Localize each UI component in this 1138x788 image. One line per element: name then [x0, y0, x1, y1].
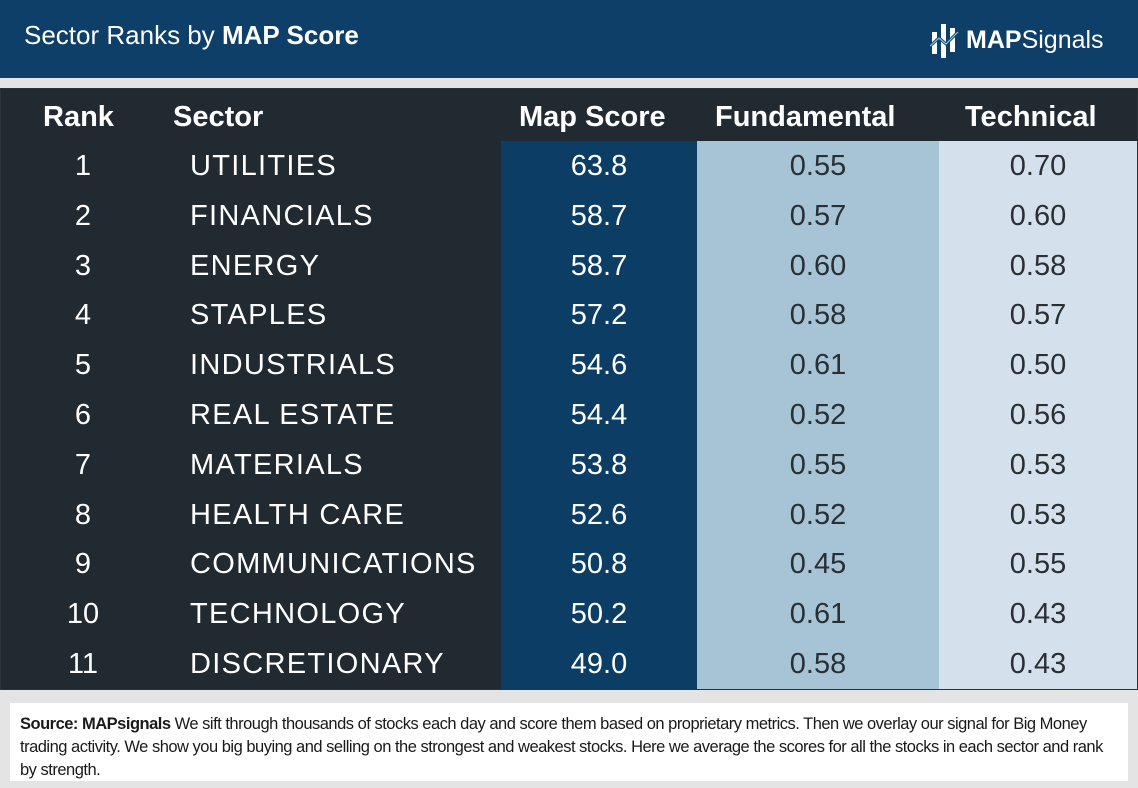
- technical-cell: 0.56: [1009, 398, 1067, 431]
- table-row: 2 FINANCIALS 58.7 0.57 0.60: [1, 191, 1137, 241]
- technical-cell: 0.57: [1009, 299, 1067, 332]
- header-bar: Sector Ranks by MAP Score MAPSignals: [0, 0, 1138, 78]
- technical-cell: 0.50: [1009, 349, 1067, 382]
- sector-cell: COMMUNICATIONS: [190, 548, 477, 581]
- table-body: 1 UTILITIES 63.8 0.55 0.70 2 FINANCIALS …: [1, 141, 1137, 689]
- map-score-cell: 54.4: [570, 398, 628, 431]
- map-signals-logo-icon: [930, 24, 960, 58]
- source-text: We sift through thousands of stocks each…: [20, 715, 1103, 779]
- rank-cell: 7: [74, 448, 92, 481]
- map-score-cell: 58.7: [570, 199, 628, 232]
- sector-cell: FINANCIALS: [190, 199, 374, 232]
- map-score-cell: 50.2: [570, 598, 628, 631]
- table-row: 9 COMMUNICATIONS 50.8 0.45 0.55: [1, 539, 1137, 589]
- sector-cell: UTILITIES: [190, 150, 338, 182]
- fundamental-cell: 0.45: [789, 548, 847, 581]
- sector-cell: HEALTH CARE: [190, 498, 406, 531]
- header-technical: Technical: [965, 101, 1097, 133]
- title-prefix: Sector Ranks by: [24, 20, 222, 50]
- map-score-cell: 57.2: [570, 299, 628, 332]
- technical-cell: 0.70: [1009, 150, 1067, 182]
- logo-text-rest: Signals: [1021, 25, 1104, 54]
- technical-cell: 0.60: [1009, 199, 1067, 232]
- header-rank: Rank: [43, 101, 114, 133]
- technical-cell: 0.53: [1009, 498, 1067, 531]
- table-row: 1 UTILITIES 63.8 0.55 0.70: [1, 141, 1137, 191]
- sector-cell: INDUSTRIALS: [190, 349, 397, 382]
- rank-cell: 2: [74, 199, 92, 232]
- map-score-cell: 52.6: [570, 498, 628, 531]
- sector-ranks-table: Rank Sector Map Score Fundamental Techni…: [0, 88, 1138, 690]
- technical-cell: 0.55: [1009, 548, 1067, 581]
- technical-cell: 0.58: [1009, 249, 1067, 282]
- header-map-score: Map Score: [519, 101, 666, 133]
- fundamental-cell: 0.52: [789, 398, 847, 431]
- map-score-cell: 54.6: [570, 349, 628, 382]
- header-fundamental: Fundamental: [715, 101, 896, 133]
- table-row: 7 MATERIALS 53.8 0.55 0.53: [1, 440, 1137, 490]
- rank-cell: 8: [74, 498, 92, 531]
- fundamental-cell: 0.55: [789, 448, 847, 481]
- header-sector: Sector: [173, 101, 264, 133]
- table-row: 11 DISCRETIONARY 49.0 0.58 0.43: [1, 639, 1137, 689]
- logo-text: MAPSignals: [966, 26, 1104, 55]
- sector-cell: DISCRETIONARY: [190, 647, 445, 680]
- map-signals-logo: MAPSignals: [930, 20, 1104, 60]
- fundamental-column-bg: [697, 141, 939, 689]
- technical-cell: 0.43: [1009, 647, 1067, 680]
- rank-cell: 1: [74, 150, 92, 182]
- sector-cell: ENERGY: [190, 249, 321, 282]
- map-score-cell: 63.8: [570, 150, 628, 182]
- fundamental-cell: 0.61: [789, 598, 847, 631]
- sector-cell: MATERIALS: [190, 448, 364, 481]
- fundamental-cell: 0.60: [789, 249, 847, 282]
- technical-column-bg: [939, 141, 1137, 689]
- sector-cell: TECHNOLOGY: [190, 598, 407, 631]
- table-row: 6 REAL ESTATE 54.4 0.52 0.56: [1, 390, 1137, 440]
- fundamental-cell: 0.61: [789, 349, 847, 382]
- source-label: Source: MAPsignals: [20, 715, 171, 733]
- rank-cell: 3: [74, 249, 92, 282]
- technical-cell: 0.53: [1009, 448, 1067, 481]
- rank-cell: 6: [74, 398, 92, 431]
- table-row: 8 HEALTH CARE 52.6 0.52 0.53: [1, 490, 1137, 540]
- map-score-cell: 58.7: [570, 249, 628, 282]
- table-row: 4 STAPLES 57.2 0.58 0.57: [1, 290, 1137, 340]
- title-bold: MAP Score: [221, 20, 359, 50]
- table-row: 3 ENERGY 58.7 0.60 0.58: [1, 241, 1137, 291]
- fundamental-cell: 0.52: [789, 498, 847, 531]
- rank-cell: 5: [74, 349, 92, 382]
- sector-cell: STAPLES: [190, 299, 328, 332]
- technical-cell: 0.43: [1009, 598, 1067, 631]
- page-title: Sector Ranks by MAP Score: [24, 20, 359, 51]
- source-footnote: Source: MAPsignals We sift through thous…: [10, 703, 1128, 781]
- map-score-column-bg: [501, 141, 697, 689]
- map-score-cell: 50.8: [570, 548, 628, 581]
- map-score-cell: 49.0: [570, 647, 628, 680]
- fundamental-cell: 0.58: [789, 647, 847, 680]
- rank-cell: 10: [66, 598, 100, 631]
- logo-text-bold: MAP: [966, 25, 1022, 54]
- sector-cell: REAL ESTATE: [190, 398, 396, 431]
- rank-cell: 9: [74, 548, 92, 581]
- table-row: 10 TECHNOLOGY 50.2 0.61 0.43: [1, 589, 1137, 639]
- fundamental-cell: 0.57: [789, 199, 847, 232]
- fundamental-cell: 0.55: [789, 150, 847, 182]
- rank-cell: 4: [74, 299, 92, 332]
- table-row: 5 INDUSTRIALS 54.6 0.61 0.50: [1, 340, 1137, 390]
- map-score-cell: 53.8: [570, 448, 628, 481]
- fundamental-cell: 0.58: [789, 299, 847, 332]
- rank-cell: 11: [67, 647, 99, 680]
